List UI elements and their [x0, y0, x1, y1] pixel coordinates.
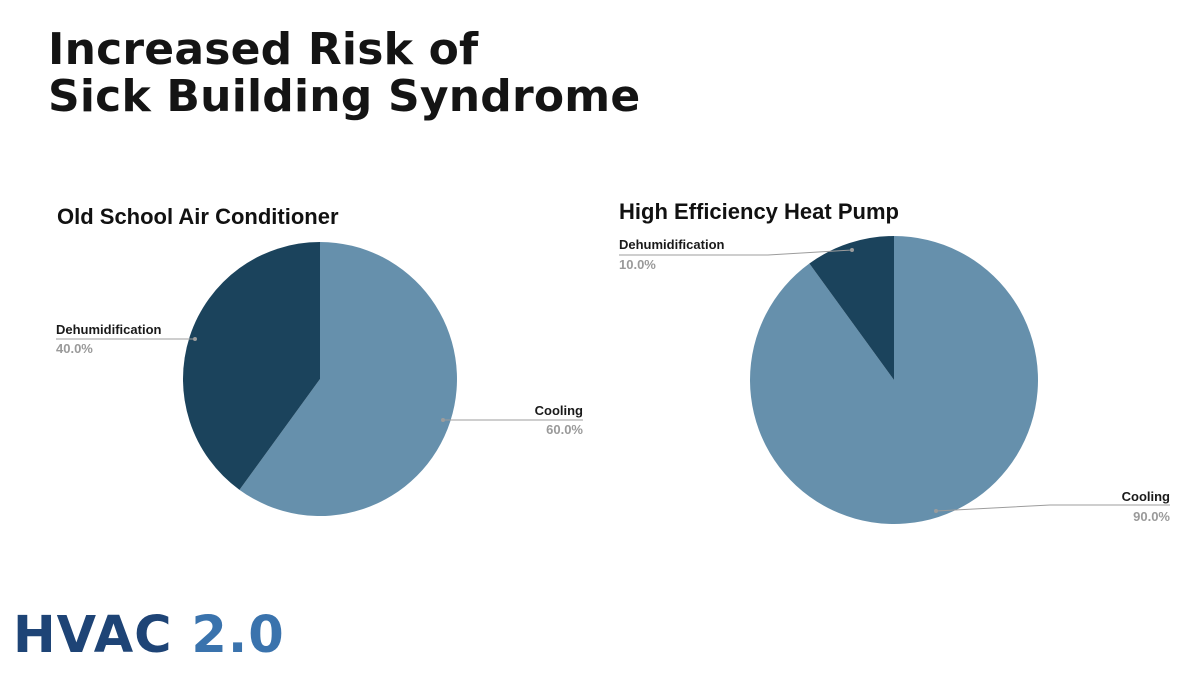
- pie-slices: [182, 241, 457, 516]
- slice-label-name: Dehumidification: [56, 322, 162, 337]
- slide-title-line-2: Sick Building Syndrome: [48, 71, 641, 122]
- brand-name: HVAC: [13, 606, 173, 665]
- slice-label-percent: 60.0%: [546, 422, 583, 437]
- slice-label-percent: 40.0%: [56, 341, 93, 356]
- leader-dot: [193, 337, 197, 341]
- pie-chart-old-school-ac: Old School Air Conditioner Dehumidificat…: [56, 204, 583, 516]
- slide-title: Increased Risk of Sick Building Syndrome: [48, 26, 640, 120]
- slice-label-percent: 90.0%: [1133, 509, 1170, 524]
- pie-slice-cooling: [749, 236, 1038, 524]
- leader-dot: [850, 248, 854, 252]
- pie-slice-dehumidification: [809, 236, 894, 380]
- slice-label-name: Dehumidification: [619, 237, 725, 252]
- slice-label-name: Cooling: [1122, 489, 1170, 504]
- leader-line: [619, 249, 853, 256]
- callout-dehumidification: Dehumidification 40.0%: [56, 322, 197, 356]
- pie-slice-cooling: [239, 242, 457, 516]
- callout-cooling: Cooling 60.0%: [441, 403, 583, 437]
- chart-title: Old School Air Conditioner: [57, 204, 339, 229]
- slide-title-line-1: Increased Risk of: [48, 24, 479, 75]
- pie-slices: [749, 236, 1038, 524]
- brand-version: 2.0: [191, 606, 285, 665]
- pie-chart-heat-pump: High Efficiency Heat Pump Dehumidificati…: [619, 199, 1170, 524]
- chart-title: High Efficiency Heat Pump: [619, 199, 899, 224]
- slice-label-name: Cooling: [535, 403, 583, 418]
- pie-slice-dehumidification: [182, 241, 320, 490]
- hvac-2-logo: HVAC 2.0: [13, 606, 285, 666]
- callout-dehumidification: Dehumidification 10.0%: [619, 237, 854, 272]
- leader-line: [935, 504, 1170, 512]
- slice-label-percent: 10.0%: [619, 257, 656, 272]
- callout-cooling: Cooling 90.0%: [934, 489, 1170, 524]
- leader-dot: [441, 418, 445, 422]
- leader-dot: [934, 509, 938, 513]
